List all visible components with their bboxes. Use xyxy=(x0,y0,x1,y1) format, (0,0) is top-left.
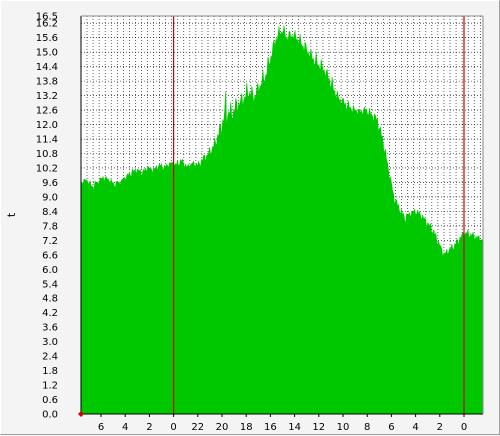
y-tick-label: 13.2 xyxy=(36,91,58,102)
x-tick-label: 22 xyxy=(191,422,204,433)
y-tick-label: 1.2 xyxy=(42,381,58,392)
y-tick-label: 14.4 xyxy=(36,62,58,73)
y-tick-label: 10.8 xyxy=(36,149,58,160)
y-tick-label: 9.6 xyxy=(42,178,58,189)
day-boundary-markers xyxy=(173,16,465,414)
x-tick-label: 18 xyxy=(240,422,253,433)
y-tick-label: 5.4 xyxy=(42,279,58,290)
x-tick-label: 0 xyxy=(170,422,176,433)
x-tick-label: 20 xyxy=(216,422,229,433)
y-tick-labels: 0.0 0.6 1.2 1.8 2.4 3.0 3.6 4.2 4.8 5.4 6.0 6.6 7.2 7… xyxy=(36,12,58,421)
series-area-group xyxy=(80,25,484,415)
y-tick-label: 3.0 xyxy=(42,337,58,348)
y-tick-label: 16.5 xyxy=(36,12,58,23)
x-tick-label: 6 xyxy=(388,422,394,433)
y-tick-label: 15.6 xyxy=(36,33,58,44)
y-tick-label: 7.2 xyxy=(42,236,58,247)
x-tick-label: 8 xyxy=(364,422,370,433)
y-tick-label: 13.8 xyxy=(36,77,58,88)
x-tick-label: 6 xyxy=(98,422,104,433)
y-tick-label: 1.8 xyxy=(42,366,58,377)
x-tick-label: 4 xyxy=(412,422,418,433)
y-tick-label: 0.0 xyxy=(42,410,58,421)
series-area xyxy=(80,25,484,415)
y-tick-label: 12.6 xyxy=(36,106,58,117)
x-tick-label: 2 xyxy=(146,422,152,433)
x-tick-label: 10 xyxy=(337,422,350,433)
y-tick-label: 4.8 xyxy=(42,294,58,305)
x-tick-label: 0 xyxy=(461,422,467,433)
x-tick-label: 2 xyxy=(437,422,443,433)
y-tick-label: 8.4 xyxy=(42,207,58,218)
axis-origin-marker xyxy=(78,411,84,417)
y-tick-label: 4.2 xyxy=(42,308,58,319)
y-tick-label: 9.0 xyxy=(42,192,58,203)
x-tick-label: 14 xyxy=(288,422,301,433)
x-tick-labels: 6 4 2 0 22 20 18 16 14 12 10 8 6 4 2 0 xyxy=(98,414,467,433)
x-tick-label: 16 xyxy=(264,422,277,433)
y-tick-label: 2.4 xyxy=(42,352,58,363)
y-tick-label: 10.2 xyxy=(36,163,58,174)
y-axis-label: t xyxy=(5,212,18,217)
x-tick-label: 12 xyxy=(312,422,325,433)
y-tick-label: 3.6 xyxy=(42,323,58,334)
y-tick-label: 6.6 xyxy=(42,250,58,261)
y-tick-label: 0.6 xyxy=(42,395,58,406)
y-tick-label: 15.0 xyxy=(36,48,58,59)
x-tick-label: 4 xyxy=(122,422,128,433)
y-tick-label: 6.0 xyxy=(42,265,58,276)
y-tick-label: 11.4 xyxy=(36,135,58,146)
y-tick-label: 12.0 xyxy=(36,120,58,131)
y-tick-label: 16.2 xyxy=(36,19,58,30)
y-tick-label: 7.8 xyxy=(42,221,58,232)
